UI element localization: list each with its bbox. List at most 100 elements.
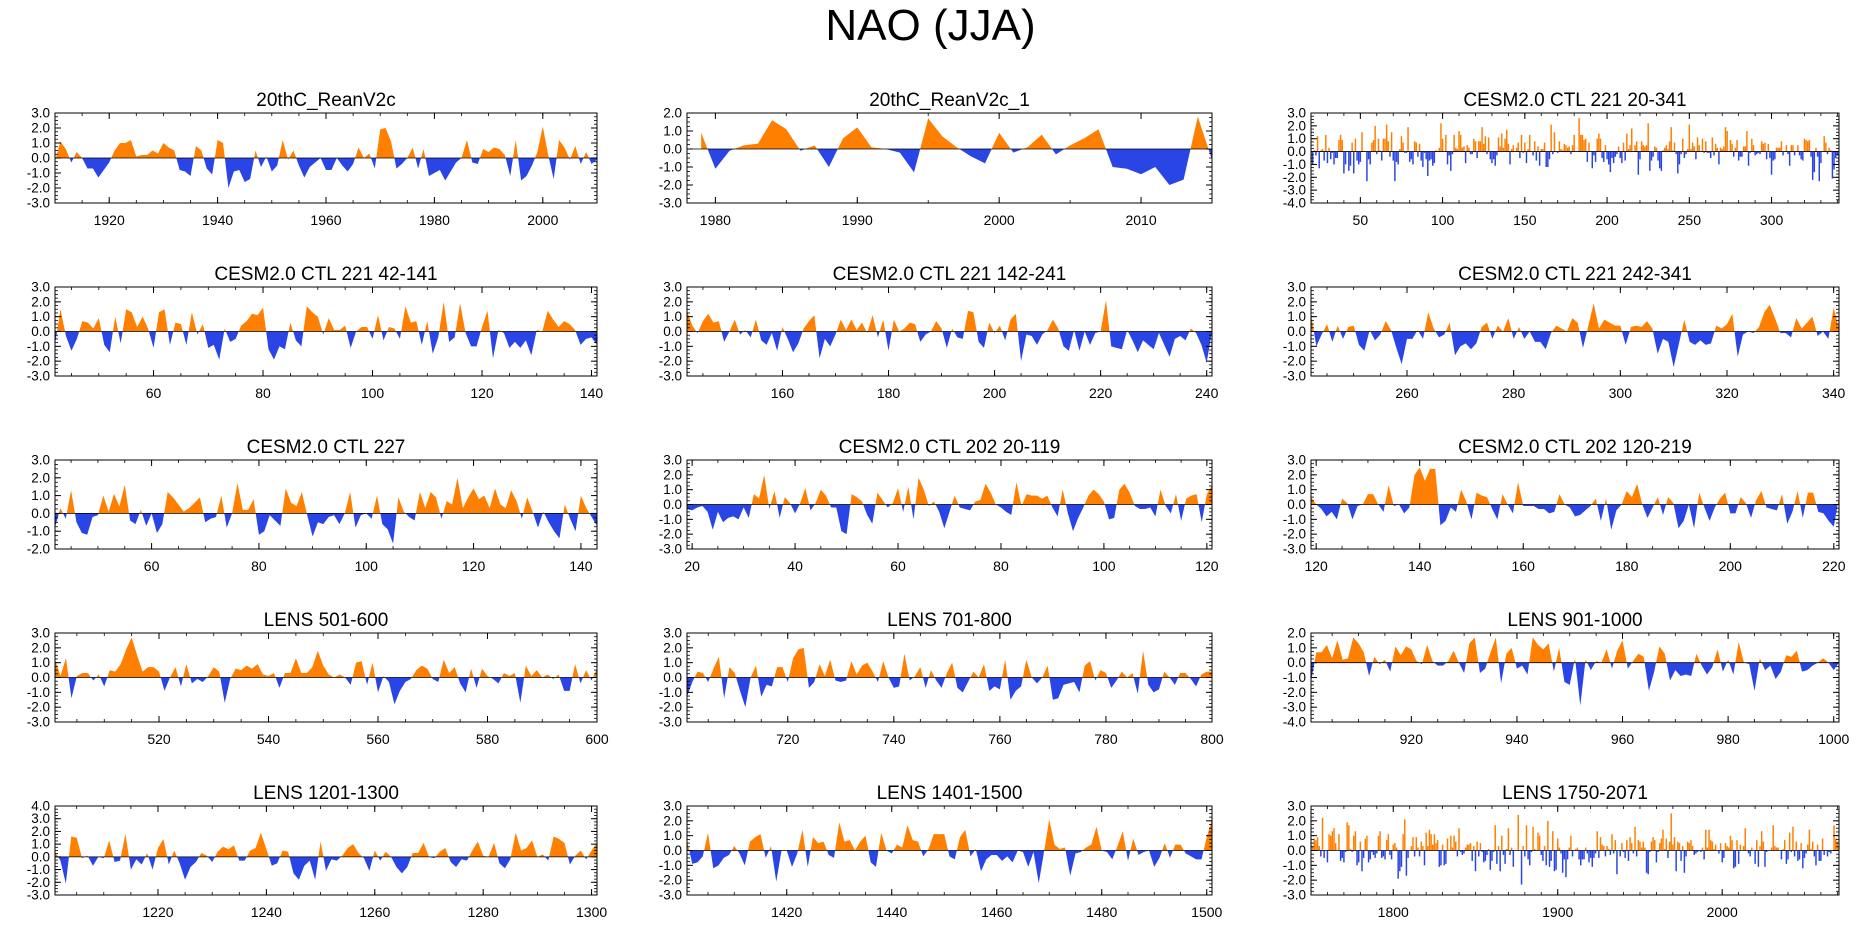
data-bar [1828,147,1830,152]
data-bar [1705,141,1707,152]
data-bar [1543,846,1546,851]
data-bar [1538,835,1541,851]
data-bar [1394,151,1396,182]
y-tick-label: -3.0 [659,888,682,903]
data-bar [1473,846,1475,851]
data-bar [1478,850,1480,857]
data-bar [1372,140,1375,152]
panel-8: CESM2.0 CTL 202 20-119 3.02.01.00.0-1.0-2… [659,437,1219,574]
data-bar [1542,850,1544,861]
data-bar [1591,151,1594,169]
data-bar [1716,147,1719,152]
data-bar [1762,841,1765,851]
data-bar [1553,850,1556,872]
data-bar [1387,141,1390,152]
y-tick-label: 3.0 [31,453,50,468]
panel-title: LENS 501-600 [264,610,389,631]
panel-11: LENS 701-800 3.02.01.00.0-1.0-2.0-3.0 720 7… [659,610,1224,747]
data-bar [1647,850,1649,875]
data-bar [1654,840,1656,851]
data-bar [1565,145,1567,152]
data-bar [1739,844,1742,851]
data-bar [1658,843,1661,851]
y-tick-label: 2.0 [1287,813,1306,828]
data-bar [1445,134,1447,152]
data-bar [1333,828,1335,851]
x-tick-label: 100 [361,385,385,401]
data-bar [1747,850,1750,854]
data-bar [1583,850,1585,860]
data-bar [1606,846,1608,851]
x-tick-label: 540 [257,731,281,747]
data-bar [1385,840,1388,851]
y-tick-label: -4.0 [1283,196,1306,211]
x-tick-label: 1260 [359,904,390,920]
y-tick-label: -2.0 [659,700,682,715]
data-bar [1399,149,1401,152]
data-bar [1380,151,1383,161]
data-bar [1397,850,1399,879]
data-bar [1588,142,1590,152]
data-bar [1553,132,1556,152]
data-bar [1321,817,1324,851]
data-bar [1339,850,1342,861]
data-bar [1680,151,1682,155]
data-bar [1418,143,1421,152]
panel-5: CESM2.0 CTL 221 142-2413.02.01.00.0-1.0-… [659,264,1219,401]
data-bar [1321,149,1324,152]
data-bar [1369,151,1371,165]
series-area [1311,813,1839,885]
data-bar [1433,151,1436,164]
x-tick-label: 80 [255,385,271,401]
data-bar [1770,847,1773,851]
y-tick-label: -1.0 [27,524,50,539]
data-bar [1382,138,1385,152]
data-bar [1459,134,1462,152]
data-bar [1473,138,1475,152]
data-bar [1683,151,1686,158]
data-bar [1486,850,1488,855]
x-tick-label: 180 [1615,558,1639,574]
y-tick-label: 1.0 [31,488,50,503]
positive-area [55,637,597,678]
data-bar [1601,844,1603,851]
data-bar [1751,138,1753,152]
data-bar [1466,844,1468,851]
data-bar [1621,151,1623,164]
data-bar [1828,850,1830,852]
data-bar [1732,850,1735,869]
y-tick-label: -3.0 [659,369,682,384]
data-bar [1581,850,1584,860]
panel-title: CESM2.0 CTL 227 [247,437,406,458]
data-bar [1362,850,1365,858]
data-bar [1506,129,1508,152]
data-bar [1522,846,1524,851]
positive-area [55,126,589,158]
data-bar [1706,847,1709,851]
data-bar [1705,829,1707,851]
data-bar [1552,151,1554,155]
data-bar [1742,846,1745,851]
data-bar [1678,151,1681,165]
data-bar [1494,825,1496,851]
data-bar [1695,151,1697,160]
data-bar [1820,151,1822,164]
data-bar [1318,151,1320,169]
data-bar [1471,151,1473,155]
data-bar [1813,850,1816,857]
data-bar [1711,137,1714,152]
data-bar [1731,840,1733,851]
data-bar [1624,151,1626,161]
data-bar [1524,850,1526,857]
y-tick-label: 3.0 [663,453,682,468]
data-bar [1617,146,1620,152]
data-bar [1668,141,1671,152]
series-area [55,477,597,544]
y-tick-label: -2.0 [27,875,50,890]
data-bar [1361,132,1363,152]
data-bar [1404,819,1406,851]
data-bar [1691,142,1694,152]
data-bar [1446,838,1449,851]
data-bar [1765,850,1768,852]
data-bar [1760,141,1763,152]
